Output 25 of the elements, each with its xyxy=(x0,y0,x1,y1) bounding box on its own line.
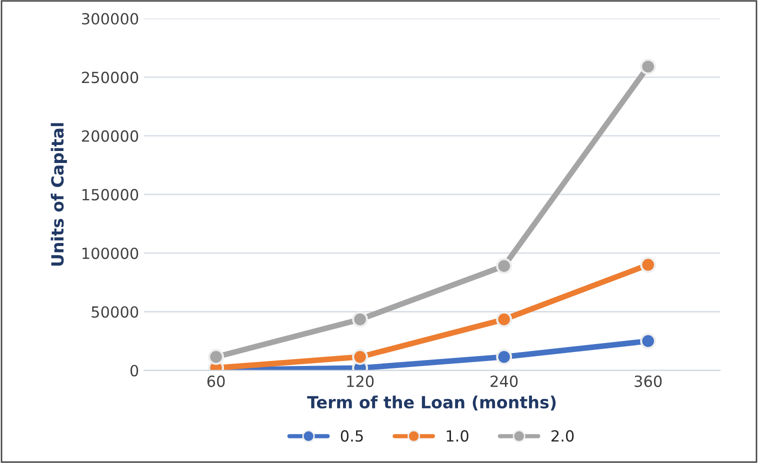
x-tick-label: 120 xyxy=(347,376,374,388)
legend-label: 0.5 xyxy=(340,430,363,442)
x-axis-title: Term of the Loan (months) xyxy=(307,396,556,410)
y-tick-label: 50000 xyxy=(92,306,138,318)
point xyxy=(352,348,368,365)
x-tick-label: 360 xyxy=(634,376,662,388)
point xyxy=(496,258,512,274)
legend-label: 2.0 xyxy=(552,430,574,442)
point xyxy=(496,348,512,365)
y-tick-label: 300000 xyxy=(82,12,138,25)
point xyxy=(640,256,656,273)
y-tick-label: 0 xyxy=(130,364,138,376)
y-tick-label: 150000 xyxy=(82,188,138,200)
y-axis-title: Units of Capital xyxy=(50,123,67,266)
y-tick-label: 200000 xyxy=(82,130,138,142)
point xyxy=(640,58,656,75)
point xyxy=(496,311,512,328)
point xyxy=(640,333,656,350)
point xyxy=(208,348,224,365)
x-tick-label: 60 xyxy=(207,376,225,388)
x-tick-label: 240 xyxy=(490,376,518,388)
y-tick-label: 250000 xyxy=(82,72,138,84)
point xyxy=(352,311,368,328)
y-tick-label: 100000 xyxy=(82,248,138,260)
legend-label: 1.0 xyxy=(446,430,468,442)
